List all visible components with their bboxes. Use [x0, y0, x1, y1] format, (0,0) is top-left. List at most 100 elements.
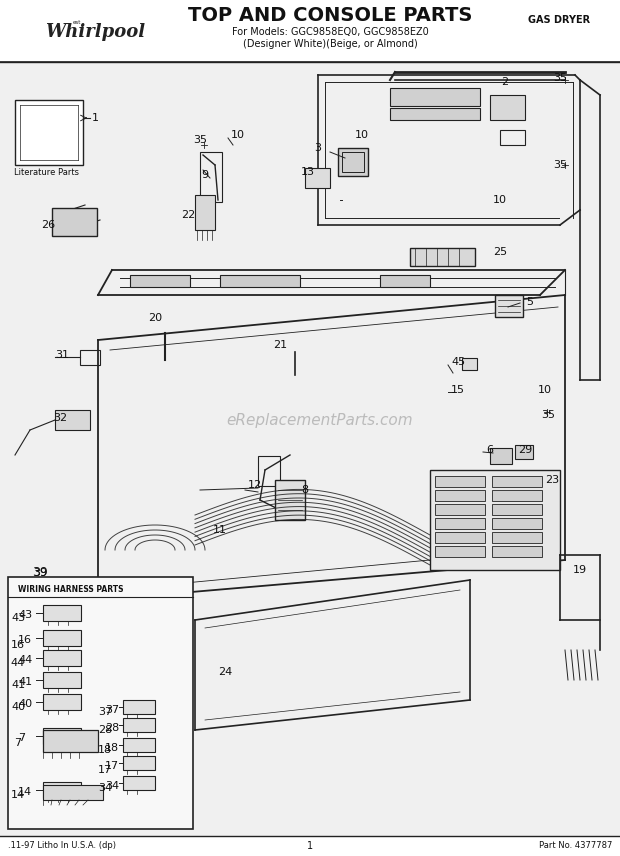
- Text: 18: 18: [105, 743, 119, 753]
- Text: 25: 25: [493, 247, 507, 257]
- Bar: [43, 728, 81, 744]
- Bar: [430, 470, 560, 570]
- Text: 21: 21: [273, 340, 287, 350]
- Text: 23: 23: [545, 475, 559, 485]
- Text: 34: 34: [98, 783, 112, 793]
- Text: 40: 40: [11, 702, 25, 712]
- Text: TOP AND CONSOLE PARTS: TOP AND CONSOLE PARTS: [188, 5, 472, 25]
- Circle shape: [162, 312, 168, 318]
- Text: 43: 43: [11, 613, 25, 623]
- Bar: [130, 275, 190, 287]
- Text: 34: 34: [105, 781, 119, 791]
- Text: .11-97 Litho In U.S.A. (dp): .11-97 Litho In U.S.A. (dp): [8, 841, 116, 851]
- Text: For Models: GGC9858EQ0, GGC9858EZ0: For Models: GGC9858EQ0, GGC9858EZ0: [232, 27, 428, 37]
- Bar: [380, 275, 430, 287]
- Bar: [43, 694, 81, 710]
- Text: 28: 28: [105, 723, 119, 733]
- Circle shape: [448, 383, 458, 393]
- Text: 10: 10: [355, 130, 369, 140]
- Bar: [43, 650, 81, 666]
- Text: 1: 1: [92, 113, 99, 123]
- Text: 3: 3: [314, 143, 322, 153]
- Text: 1: 1: [307, 841, 313, 851]
- Circle shape: [230, 137, 236, 143]
- Text: (Designer White)(Beige, or Almond): (Designer White)(Beige, or Almond): [242, 39, 417, 49]
- Bar: [435, 546, 485, 557]
- Text: 16: 16: [18, 635, 32, 645]
- Text: 44: 44: [18, 655, 32, 665]
- Bar: [80, 350, 100, 365]
- Text: 10: 10: [493, 195, 507, 205]
- Text: 19: 19: [573, 565, 587, 575]
- Circle shape: [544, 414, 546, 416]
- Text: 22: 22: [181, 210, 195, 220]
- Text: 24: 24: [218, 667, 232, 677]
- Text: 39: 39: [33, 568, 47, 578]
- Circle shape: [499, 194, 501, 196]
- Bar: [490, 448, 512, 464]
- Bar: [390, 88, 480, 106]
- Bar: [15, 100, 83, 165]
- Text: 37: 37: [98, 707, 112, 717]
- Circle shape: [566, 88, 574, 96]
- Circle shape: [337, 132, 343, 138]
- Text: est: est: [73, 20, 81, 25]
- Text: 17: 17: [98, 765, 112, 775]
- Bar: [275, 480, 305, 520]
- Text: 15: 15: [451, 385, 465, 395]
- Bar: [390, 108, 480, 120]
- Circle shape: [292, 279, 298, 285]
- Circle shape: [159, 362, 171, 374]
- Text: 6: 6: [487, 445, 494, 455]
- Circle shape: [537, 377, 543, 383]
- Circle shape: [562, 76, 569, 84]
- Text: 14: 14: [11, 790, 25, 800]
- Text: 39: 39: [32, 567, 48, 580]
- Circle shape: [566, 196, 574, 204]
- Bar: [220, 275, 300, 287]
- Text: 41: 41: [18, 677, 32, 687]
- Text: 17: 17: [105, 761, 119, 771]
- Bar: [492, 518, 542, 529]
- Text: 9: 9: [202, 170, 208, 180]
- Bar: [123, 700, 155, 714]
- Bar: [43, 672, 81, 688]
- Text: WIRING HARNESS PARTS: WIRING HARNESS PARTS: [18, 586, 123, 595]
- Bar: [435, 504, 485, 515]
- Text: 35: 35: [541, 410, 555, 420]
- Text: Literature Parts: Literature Parts: [14, 168, 79, 176]
- Bar: [492, 504, 542, 515]
- Text: 35: 35: [553, 73, 567, 83]
- Text: 18: 18: [98, 745, 112, 755]
- Text: 7: 7: [14, 738, 22, 748]
- Text: 29: 29: [518, 445, 532, 455]
- Text: 8: 8: [301, 485, 309, 495]
- Text: 5: 5: [526, 297, 533, 307]
- Bar: [43, 605, 81, 621]
- Bar: [8, 577, 193, 829]
- Text: 7: 7: [18, 733, 25, 743]
- Circle shape: [542, 412, 548, 418]
- Circle shape: [497, 192, 503, 198]
- Circle shape: [147, 297, 183, 333]
- Bar: [123, 718, 155, 732]
- Text: 43: 43: [18, 610, 32, 620]
- Bar: [435, 476, 485, 487]
- Circle shape: [283, 328, 307, 352]
- Bar: [258, 456, 280, 486]
- Bar: [490, 95, 525, 120]
- Text: 45: 45: [451, 357, 465, 367]
- Text: 35: 35: [553, 160, 567, 170]
- Bar: [410, 248, 475, 266]
- Bar: [123, 776, 155, 790]
- Bar: [123, 756, 155, 770]
- Text: GAS DRYER: GAS DRYER: [528, 15, 590, 25]
- Bar: [435, 532, 485, 543]
- Text: Whirlpool: Whirlpool: [45, 23, 145, 41]
- Bar: [338, 148, 368, 176]
- Bar: [495, 295, 523, 317]
- Text: 14: 14: [18, 787, 32, 797]
- Text: 10: 10: [231, 130, 245, 140]
- Bar: [43, 782, 81, 798]
- Bar: [200, 152, 222, 202]
